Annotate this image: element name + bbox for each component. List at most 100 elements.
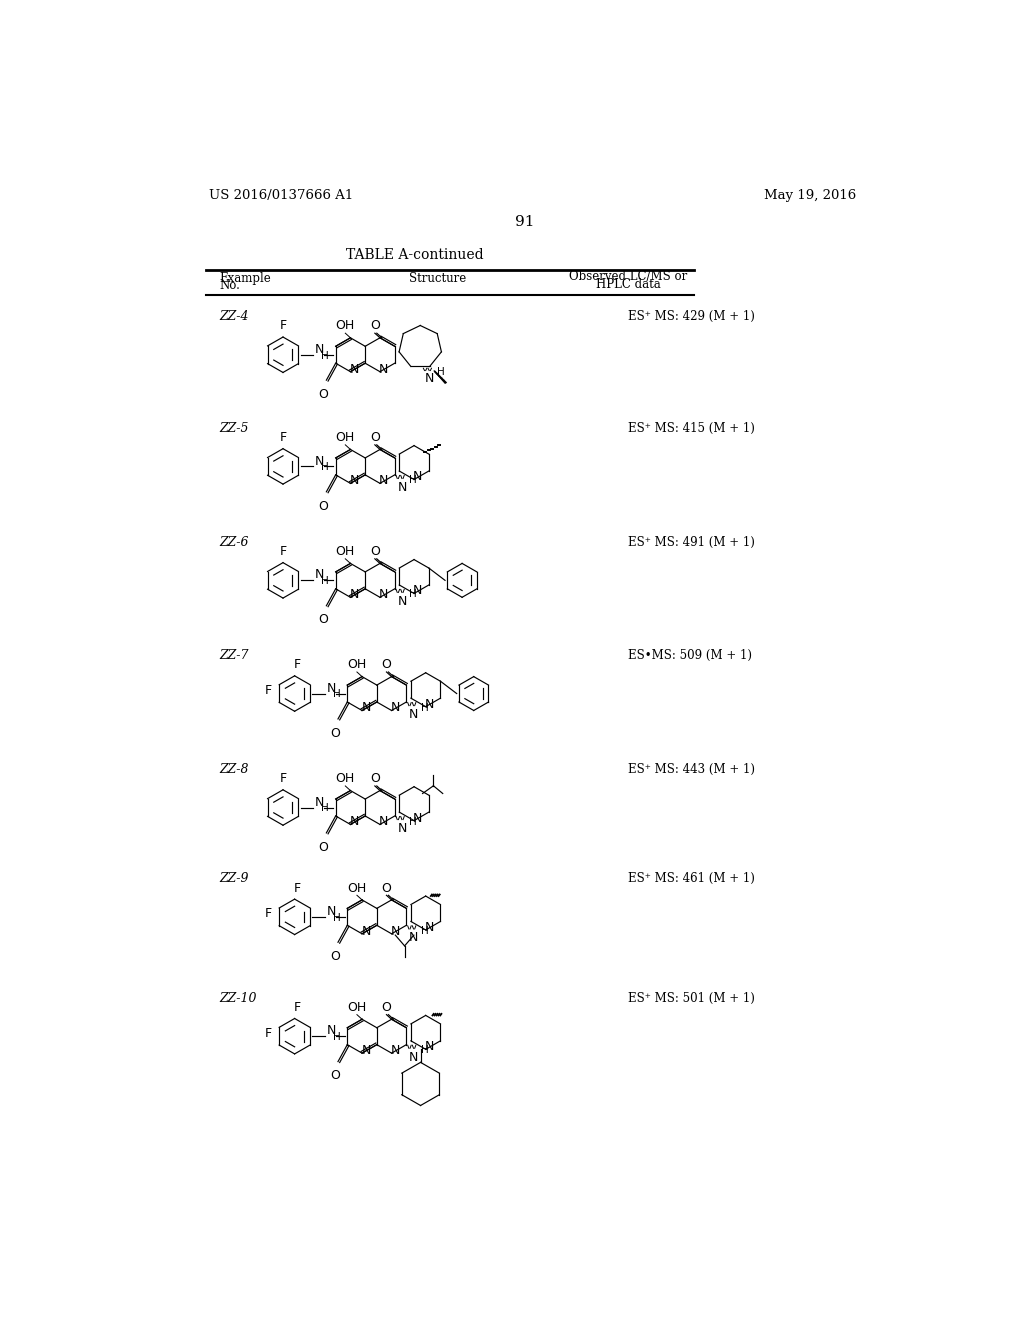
Text: N: N [361,701,371,714]
Text: F: F [294,659,301,671]
Text: OH: OH [336,319,355,333]
Text: N: N [425,372,434,385]
Text: Observed LC/MS or: Observed LC/MS or [568,271,687,282]
Text: ES•MS: 509 (M + 1): ES•MS: 509 (M + 1) [628,649,752,661]
Text: ES⁺ MS: 429 (M + 1): ES⁺ MS: 429 (M + 1) [628,310,755,323]
Text: N: N [424,697,434,710]
Text: N: N [327,1024,336,1038]
Text: N: N [314,569,325,582]
Text: O: O [382,882,391,895]
Text: N: N [410,1051,419,1064]
Text: ZZ-6: ZZ-6 [219,536,249,549]
Text: US 2016/0137666 A1: US 2016/0137666 A1 [209,189,353,202]
Text: N: N [327,681,336,694]
Text: F: F [265,1027,272,1040]
Text: OH: OH [347,659,367,671]
Text: N: N [350,589,359,601]
Text: N: N [379,816,388,829]
Text: O: O [318,614,329,627]
Text: N: N [397,822,407,836]
Text: O: O [370,432,380,444]
Text: ES⁺ MS: 491 (M + 1): ES⁺ MS: 491 (M + 1) [628,536,755,549]
Text: N: N [410,708,419,721]
Text: ZZ-9: ZZ-9 [219,873,249,886]
Text: N: N [397,480,407,494]
Text: N: N [314,343,325,356]
Text: O: O [370,319,380,333]
Text: O: O [330,1069,340,1082]
Text: ES⁺ MS: 501 (M + 1): ES⁺ MS: 501 (M + 1) [628,991,755,1005]
Text: F: F [294,1001,301,1014]
Text: OH: OH [336,545,355,558]
Text: O: O [318,841,329,854]
Text: N: N [350,474,359,487]
Text: O: O [370,545,380,558]
Text: N: N [314,796,325,809]
Text: ES⁺ MS: 443 (M + 1): ES⁺ MS: 443 (M + 1) [628,763,755,776]
Text: ZZ-8: ZZ-8 [219,763,249,776]
Text: OH: OH [336,772,355,785]
Text: H: H [436,367,444,378]
Text: OH: OH [347,1001,367,1014]
Text: H: H [421,925,429,936]
Text: N: N [327,906,336,917]
Text: N: N [379,363,388,376]
Text: H: H [421,702,429,713]
Text: N: N [413,812,422,825]
Text: 91: 91 [515,215,535,230]
Text: F: F [280,432,287,444]
Text: O: O [382,659,391,671]
Text: H: H [321,462,329,473]
Text: N: N [350,816,359,829]
Text: ES⁺ MS: 461 (M + 1): ES⁺ MS: 461 (M + 1) [628,873,755,886]
Text: O: O [370,772,380,785]
Text: ZZ-7: ZZ-7 [219,649,249,661]
Text: N: N [413,585,422,598]
Text: O: O [382,1001,391,1014]
Text: N: N [350,363,359,376]
Text: H: H [410,475,417,486]
Text: N: N [410,931,419,944]
Text: N: N [361,925,371,937]
Text: N: N [379,474,388,487]
Text: F: F [265,684,272,697]
Text: H: H [410,589,417,599]
Text: N: N [413,470,422,483]
Text: ZZ-4: ZZ-4 [219,310,249,323]
Text: N: N [390,925,399,937]
Text: F: F [280,319,287,333]
Text: F: F [280,772,287,785]
Text: Structure: Structure [410,272,467,285]
Text: N: N [397,595,407,607]
Text: F: F [280,545,287,558]
Text: F: F [294,882,301,895]
Text: HPLC data: HPLC data [596,277,660,290]
Text: F: F [265,907,272,920]
Text: OH: OH [336,432,355,444]
Text: No.: No. [219,280,241,292]
Text: N: N [379,589,388,601]
Text: O: O [318,388,329,401]
Text: H: H [421,1045,429,1055]
Text: H: H [333,689,340,700]
Text: N: N [361,1044,371,1057]
Text: OH: OH [347,882,367,895]
Text: O: O [330,950,340,964]
Text: H: H [410,817,417,826]
Text: H: H [333,912,340,923]
Text: ZZ-10: ZZ-10 [219,991,257,1005]
Text: H: H [321,351,329,360]
Text: ZZ-5: ZZ-5 [219,422,249,434]
Text: N: N [314,454,325,467]
Text: N: N [390,1044,399,1057]
Text: N: N [390,701,399,714]
Text: N: N [424,921,434,933]
Text: Example: Example [219,272,271,285]
Text: H: H [321,804,329,813]
Text: N: N [424,1040,434,1053]
Text: ES⁺ MS: 415 (M + 1): ES⁺ MS: 415 (M + 1) [628,422,755,434]
Text: O: O [318,499,329,512]
Text: H: H [333,1032,340,1041]
Text: May 19, 2016: May 19, 2016 [764,189,856,202]
Text: TABLE A-continued: TABLE A-continued [346,248,483,261]
